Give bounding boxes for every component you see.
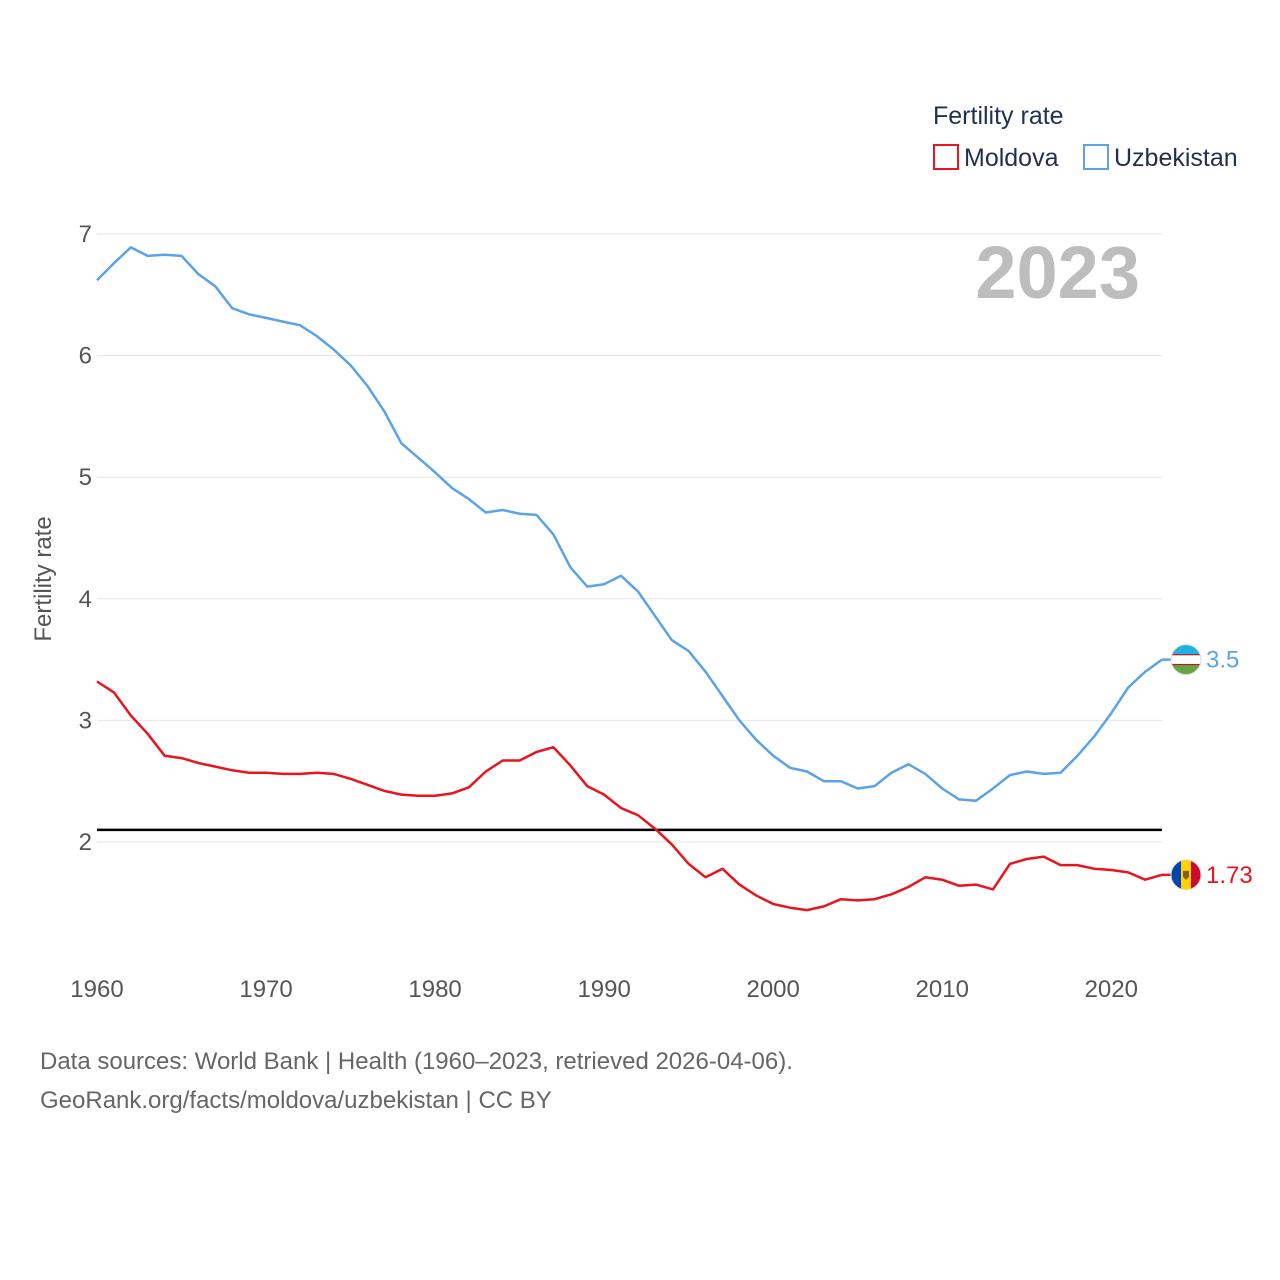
legend-label-moldova[interactable]: Moldova xyxy=(964,144,1059,172)
end-labels: 1.73 3.5 xyxy=(1162,644,1253,891)
source-line: Data sources: World Bank | Health (1960–… xyxy=(40,1048,793,1075)
y-tick-label: 4 xyxy=(79,586,92,613)
data-source-footer: Data sources: World Bank | Health (1960–… xyxy=(40,1042,793,1120)
legend-label-uzbekistan[interactable]: Uzbekistan xyxy=(1114,144,1238,172)
y-axis-label: Fertility rate xyxy=(30,516,57,641)
end-label-moldova: 1.73 xyxy=(1206,862,1253,889)
y-tick-label: 3 xyxy=(79,707,92,734)
y-tick-label: 7 xyxy=(79,221,92,248)
x-tick-label: 1960 xyxy=(70,976,123,1003)
y-tick-label: 6 xyxy=(79,343,92,370)
x-tick-label: 1980 xyxy=(408,976,461,1003)
x-tick-label: 2000 xyxy=(746,976,799,1003)
x-tick-label: 2010 xyxy=(916,976,969,1003)
x-tick-label: 1970 xyxy=(239,976,292,1003)
attribution-line[interactable]: GeoRank.org/facts/moldova/uzbekistan | C… xyxy=(40,1087,552,1114)
legend-swatch-moldova[interactable] xyxy=(933,144,959,170)
x-tick-label: 1990 xyxy=(577,976,630,1003)
legend-swatch-uzbekistan[interactable] xyxy=(1083,144,1109,170)
x-axis-ticks: 1960 1970 1980 1990 2000 2010 2020 xyxy=(70,976,1138,1003)
end-label-uzbekistan: 3.5 xyxy=(1206,647,1239,674)
grid xyxy=(97,233,1162,843)
legend-title: Fertility rate xyxy=(933,102,1064,130)
current-year-label: 2023 xyxy=(975,231,1140,314)
y-tick-label: 5 xyxy=(79,464,92,491)
y-tick-label: 2 xyxy=(79,829,92,856)
series-line-uzbekistan[interactable] xyxy=(96,246,1163,802)
x-tick-label: 2020 xyxy=(1085,976,1138,1003)
series-line-moldova[interactable] xyxy=(96,680,1163,912)
moldova-flag-icon xyxy=(1170,859,1202,891)
series-lines xyxy=(96,246,1163,912)
legend: Fertility rate Moldova Uzbekistan xyxy=(933,102,1238,172)
uzbekistan-flag-icon xyxy=(1170,644,1202,676)
y-axis-ticks: 2 3 4 5 6 7 xyxy=(79,221,92,856)
